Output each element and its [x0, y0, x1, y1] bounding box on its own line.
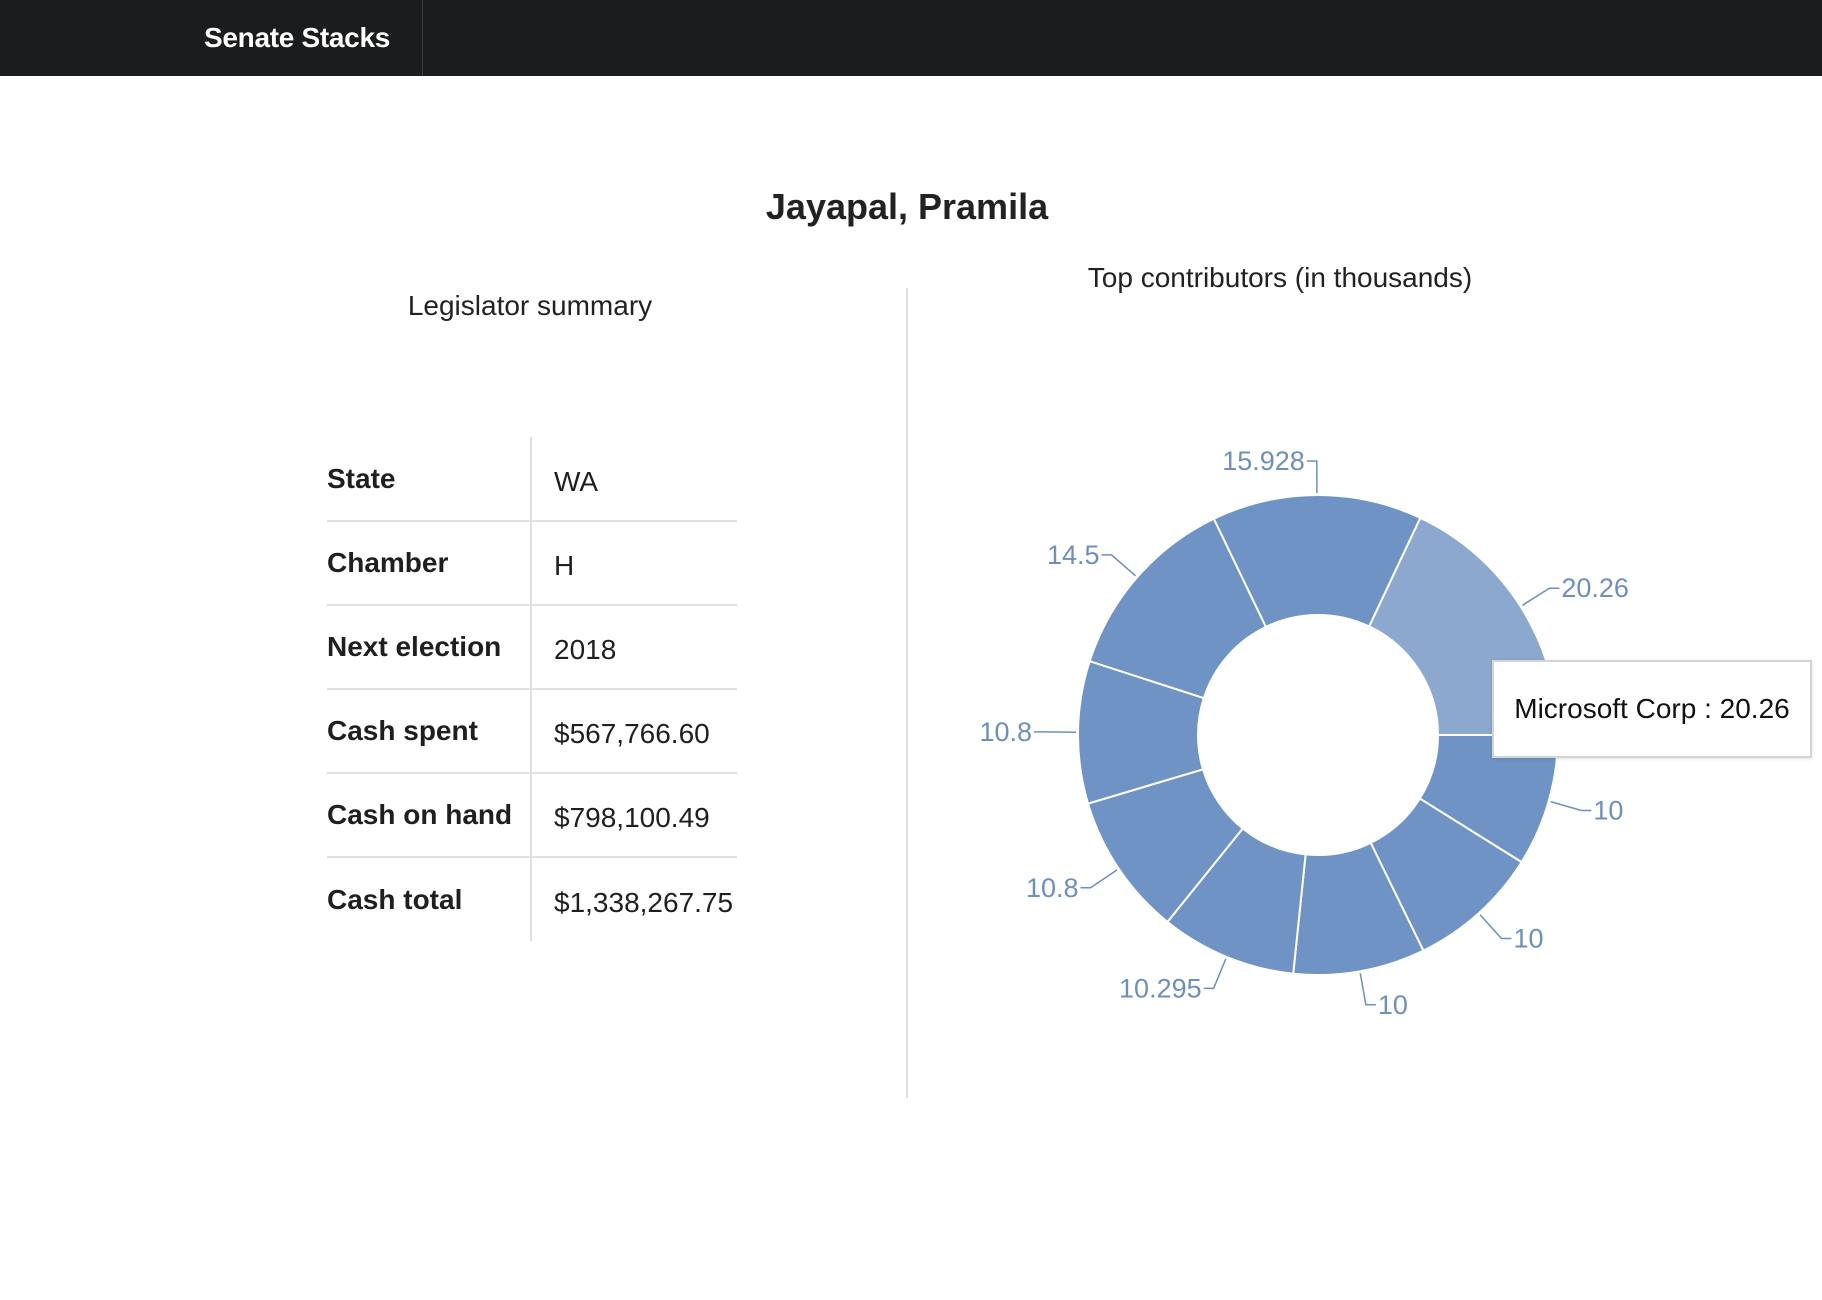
column-divider — [906, 288, 908, 1098]
summary-row: Chamber H — [327, 520, 737, 605]
summary-row: Cash on hand $798,100.49 — [327, 772, 737, 857]
summary-label: Cash total — [327, 856, 532, 941]
navbar: Senate Stacks — [0, 0, 1822, 76]
brand-link[interactable]: Senate Stacks — [0, 0, 423, 76]
summary-title: Legislator summary — [407, 290, 653, 321]
slice-value-label: 10 — [1378, 990, 1408, 1020]
slice-value-label: 10 — [1593, 795, 1623, 825]
chart-tooltip: Microsoft Corp : 20.26 — [1492, 660, 1812, 758]
summary-label: State — [327, 437, 532, 521]
slice-value-label: 14.5 — [1047, 540, 1100, 570]
label-leader-line — [1203, 958, 1227, 990]
summary-value: WA — [554, 465, 599, 497]
label-leader-line — [1306, 460, 1318, 494]
summary-label: Cash on hand — [327, 772, 532, 857]
label-leader-line — [1080, 869, 1118, 889]
summary-label: Chamber — [327, 520, 532, 605]
slice-value-label: 10.295 — [1119, 973, 1202, 1003]
summary-value: $567,766.60 — [531, 688, 737, 773]
summary-row: State WA — [327, 437, 737, 521]
label-leader-line — [1101, 554, 1137, 577]
contributors-donut-chart: 20.26 10 10 10 10.295 10.8 10.8 14.5 15.928 — [979, 446, 1629, 1020]
label-leader-line — [1521, 587, 1560, 606]
summary-value: $1,338,267.75 — [531, 856, 737, 941]
label-leader-line — [1359, 973, 1376, 1006]
label-leader-line — [1479, 914, 1512, 940]
summary-value: H — [531, 520, 737, 605]
slice-value-label: 20.26 — [1561, 573, 1629, 603]
summary-value: 2018 — [531, 604, 737, 689]
summary-value: $798,100.49 — [531, 772, 737, 857]
summary-table: State WA Chamber H Next election 2018 Ca… — [327, 437, 737, 941]
slice-value-label: 15.928 — [1222, 446, 1305, 476]
summary-label: Next election — [327, 604, 532, 689]
slice-value-label: 10.8 — [979, 717, 1032, 747]
donut-slice[interactable] — [1212, 494, 1422, 629]
summary-row: Cash spent $567,766.60 — [327, 688, 737, 773]
page-title: Jayapal, Pramila — [765, 186, 1049, 227]
slice-value-label: 10.8 — [1026, 873, 1079, 903]
summary-label: Cash spent — [327, 688, 532, 773]
summary-row: Next election 2018 — [327, 604, 737, 689]
label-leader-line — [1550, 800, 1592, 812]
summary-row: Cash total $1,338,267.75 — [327, 856, 737, 941]
donut-slice[interactable] — [1088, 517, 1268, 700]
slice-value-label: 10 — [1513, 924, 1543, 954]
chart-title: Top contributors (in thousands) — [1087, 262, 1473, 293]
